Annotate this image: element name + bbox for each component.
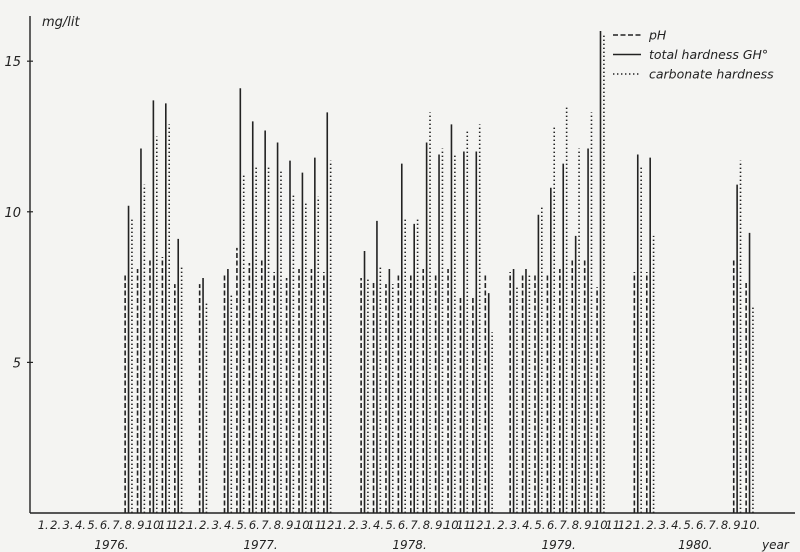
month-tick-label: 2.	[646, 518, 657, 532]
month-tick-label: 6.	[249, 518, 260, 532]
month-tick-label: 2.	[50, 518, 61, 532]
month-tick-label: 11.	[158, 518, 176, 532]
month-tick-label: 1.	[187, 518, 198, 532]
month-tick-label: 3.	[510, 518, 521, 532]
month-tick-label: 4.	[75, 518, 86, 532]
month-tick-label: 4.	[373, 518, 384, 532]
month-tick-label: 3.	[361, 518, 372, 532]
month-tick-label: 6.	[398, 518, 409, 532]
month-tick-label: 2.	[497, 518, 508, 532]
month-tick-label: 12.	[469, 518, 487, 532]
month-tick-label: 5.	[535, 518, 546, 532]
bars	[124, 31, 754, 513]
month-tick-label: 4.	[522, 518, 533, 532]
y-tick-label: 10	[4, 206, 21, 221]
y-ticks: 5 10 15	[4, 55, 33, 371]
month-tick-label: 8.	[125, 518, 136, 532]
x-axis-label: year	[761, 538, 790, 552]
month-tick-label: 2.	[199, 518, 210, 532]
legend-label: total hardness GH°	[649, 47, 768, 62]
month-tick-label: 7.	[559, 518, 570, 532]
month-tick-label: 10.	[593, 518, 611, 532]
month-tick-label: 8.	[721, 518, 732, 532]
legend: pH total hardness GH° carbonate hardness	[613, 28, 774, 82]
month-tick-label: 10.	[444, 518, 462, 532]
month-tick-label: 1.	[485, 518, 496, 532]
month-tick-label: 11.	[605, 518, 623, 532]
year-tick-label: 1978.	[392, 538, 426, 552]
y-tick-label: 15	[4, 55, 21, 70]
month-labels: 1. 2. 3. 4. 5. 6. 7. 8. 9.10.11.12.1. 2. 3. 4. 5. 6. 7…	[38, 518, 761, 532]
legend-label: carbonate hardness	[649, 67, 774, 82]
month-tick-label: 1.	[634, 518, 645, 532]
month-tick-label: 12.	[320, 518, 338, 532]
month-tick-label: 11.	[456, 518, 474, 532]
month-tick-label: 3.	[212, 518, 223, 532]
month-tick-label: 8.	[572, 518, 583, 532]
month-tick-label: 9.	[286, 518, 297, 532]
legend-label: pH	[648, 28, 667, 43]
month-tick-label: 6.	[696, 518, 707, 532]
month-tick-label: 7.	[112, 518, 123, 532]
month-tick-label: 11.	[307, 518, 325, 532]
month-tick-label: 4.	[671, 518, 682, 532]
month-tick-label: 9.	[733, 518, 744, 532]
month-tick-label: 9.	[137, 518, 148, 532]
year-labels: 1976. 1977. 1978. 1979. 1980.	[94, 538, 712, 552]
month-tick-label: 3.	[63, 518, 74, 532]
month-tick-label: 7.	[261, 518, 272, 532]
month-tick-label: 12.	[171, 518, 189, 532]
month-tick-label: 10.	[742, 518, 760, 532]
y-tick-label: 5	[13, 356, 21, 371]
month-tick-label: 3.	[659, 518, 670, 532]
month-tick-label: 7.	[410, 518, 421, 532]
month-tick-label: 5.	[385, 518, 396, 532]
month-tick-label: 1.	[38, 518, 49, 532]
year-tick-label: 1979.	[541, 538, 575, 552]
month-tick-label: 10.	[295, 518, 313, 532]
month-tick-label: 12.	[618, 518, 636, 532]
month-tick-label: 5.	[236, 518, 247, 532]
month-tick-label: 5.	[684, 518, 695, 532]
month-tick-label: 2.	[348, 518, 359, 532]
year-tick-label: 1980.	[678, 538, 712, 552]
month-tick-label: 6.	[547, 518, 558, 532]
month-tick-label: 8.	[423, 518, 434, 532]
month-tick-label: 9.	[584, 518, 595, 532]
month-tick-label: 7.	[708, 518, 719, 532]
month-tick-label: 4.	[224, 518, 235, 532]
y-axis-label: mg/lit	[42, 15, 81, 30]
month-tick-label: 10.	[146, 518, 164, 532]
month-tick-label: 9.	[435, 518, 446, 532]
year-tick-label: 1976.	[94, 538, 128, 552]
month-tick-label: 1.	[336, 518, 347, 532]
year-tick-label: 1977.	[243, 538, 277, 552]
month-tick-label: 5.	[87, 518, 98, 532]
month-tick-label: 8.	[274, 518, 285, 532]
month-tick-label: 6.	[100, 518, 111, 532]
